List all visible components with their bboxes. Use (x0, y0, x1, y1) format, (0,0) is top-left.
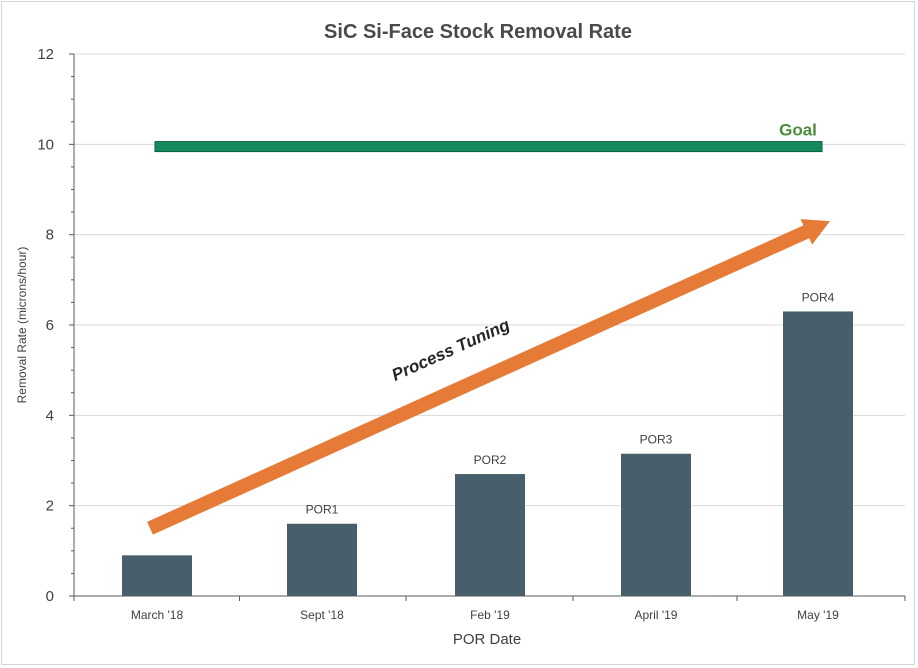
bar (783, 311, 853, 596)
x-tick-label: April '19 (635, 608, 678, 622)
y-axis-label: Removal Rate (microns/hour) (15, 247, 29, 404)
y-tick-label: 8 (46, 227, 54, 244)
y-tick-label: 10 (37, 136, 54, 153)
y-tick-label: 6 (46, 317, 54, 334)
chart-title: SiC Si-Face Stock Removal Rate (324, 21, 632, 43)
x-tick-label: May '19 (797, 608, 839, 622)
bar (621, 453, 691, 596)
bar (455, 474, 525, 596)
bar (122, 555, 192, 596)
bars: POR1 POR2 POR3 POR4 (122, 290, 853, 596)
goal-line (154, 141, 823, 153)
x-tick-label: Feb '19 (470, 608, 510, 622)
y-tick-label: 2 (46, 498, 54, 515)
axes: 0 2 4 6 8 10 12 March '18 Sept '18 Feb '19 April '… (37, 46, 906, 622)
x-tick-label: March '18 (131, 608, 184, 622)
x-axis-label: POR Date (453, 631, 521, 648)
bar (287, 523, 357, 596)
bar-data-label: POR4 (802, 290, 835, 304)
y-tick-label: 0 (46, 588, 54, 605)
y-tick-label: 4 (46, 407, 54, 424)
trend-arrow (147, 219, 831, 535)
bar-data-label: POR2 (474, 453, 507, 467)
x-tick-label: Sept '18 (300, 608, 344, 622)
y-tick-label: 12 (37, 46, 54, 63)
bar-data-label: POR3 (640, 433, 673, 447)
bar-data-label: POR1 (306, 503, 339, 517)
goal-label: Goal (779, 121, 817, 140)
